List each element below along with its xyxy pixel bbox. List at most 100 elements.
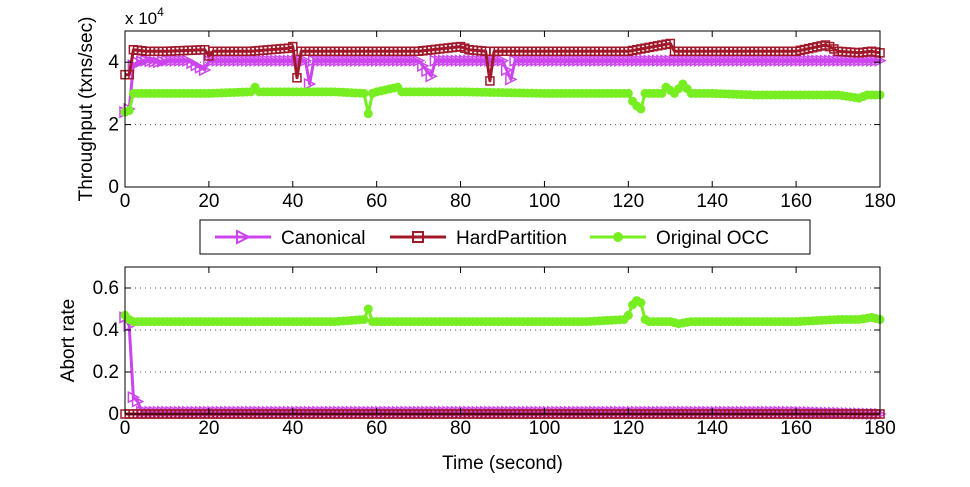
data-point	[412, 54, 426, 67]
data-point	[500, 63, 514, 77]
data-point	[589, 54, 602, 67]
data-point	[362, 54, 375, 67]
data-point	[144, 54, 157, 68]
data-point	[446, 54, 459, 67]
y-exponent-power: 4	[157, 5, 164, 19]
data-point	[811, 54, 824, 67]
data-point	[689, 54, 703, 67]
data-point	[404, 54, 417, 67]
data-point	[152, 55, 166, 69]
data-point	[349, 54, 363, 67]
data-point	[657, 88, 667, 98]
data-point	[643, 54, 656, 67]
data-point	[744, 54, 757, 67]
top-x-tick-label: 60	[366, 191, 387, 212]
data-point	[555, 54, 568, 67]
legend-item-hardpartition: HardPartition	[390, 228, 567, 249]
data-point	[664, 54, 677, 67]
data-point	[790, 54, 803, 67]
data-point	[563, 54, 577, 67]
data-point	[639, 54, 652, 67]
data-point	[731, 54, 745, 67]
data-point	[459, 54, 472, 67]
data-point	[513, 54, 526, 67]
top-x-tick-label: 0	[120, 191, 131, 212]
data-point	[765, 54, 778, 67]
data-point	[735, 54, 749, 67]
legend-marker	[412, 231, 424, 243]
data-point	[626, 54, 640, 67]
top-x-tick-label: 180	[864, 191, 896, 212]
data-point	[656, 54, 669, 67]
data-point	[316, 54, 329, 67]
data-point	[387, 54, 401, 67]
data-point	[647, 54, 661, 67]
data-point	[693, 54, 707, 67]
data-point	[484, 54, 497, 67]
top-y-tick-label: 0	[108, 177, 119, 198]
data-point	[408, 54, 422, 67]
data-point	[358, 54, 371, 67]
legend-marker	[613, 232, 623, 242]
bot-x-tick-label: 140	[696, 418, 728, 439]
data-point	[802, 54, 816, 67]
data-point	[593, 54, 606, 67]
throughput-gridlines	[125, 61, 880, 126]
bot-y-tick-label: 0.4	[93, 320, 120, 341]
data-point	[857, 54, 870, 67]
throughput-ticks: 0 20 40 60 80 100 120 140 160 180 0 2 4	[108, 31, 896, 212]
data-point	[383, 54, 396, 67]
data-point	[844, 54, 858, 67]
bot-x-tick-label: 120	[612, 418, 644, 439]
data-point	[740, 54, 753, 67]
data-point	[282, 54, 296, 67]
legend-box	[199, 219, 811, 255]
data-point	[224, 54, 237, 67]
data-point	[517, 54, 531, 67]
data-point	[417, 59, 430, 73]
data-point	[438, 54, 451, 67]
data-point	[249, 54, 262, 67]
data-point	[450, 54, 464, 67]
y-exponent-label: x 104	[125, 5, 164, 28]
bot-x-tick-label: 40	[282, 418, 303, 439]
throughput-y-axis-label: Throughput (txns/sec)	[76, 17, 97, 202]
time-x-axis-label: Time (second)	[442, 453, 563, 474]
data-point	[359, 315, 369, 324]
data-point	[359, 88, 369, 98]
data-point	[337, 54, 350, 67]
data-point	[849, 54, 862, 67]
data-point	[215, 54, 229, 67]
data-point	[341, 54, 354, 67]
data-point	[786, 54, 799, 67]
data-point	[660, 54, 673, 67]
data-point	[698, 54, 711, 67]
data-point	[668, 54, 682, 67]
data-point	[526, 54, 539, 67]
bot-x-tick-label: 20	[198, 418, 219, 439]
data-point	[425, 70, 438, 83]
abort-rate-plot-frame	[124, 266, 881, 415]
top-x-tick-label: 100	[529, 191, 561, 212]
abort-rate-gridlines	[125, 287, 880, 373]
data-point	[429, 54, 443, 67]
data-point	[303, 77, 317, 91]
abort-rate-y-axis-label: Abort rate	[58, 299, 79, 382]
data-point	[312, 54, 325, 67]
data-point	[819, 54, 833, 67]
abort-rate-ticks: 0 20 40 60 80 100 120 140 160 180 0 0.2 0.4 0.6	[93, 267, 896, 439]
bot-x-tick-label: 160	[780, 418, 812, 439]
data-point	[702, 54, 715, 67]
data-point	[291, 54, 304, 67]
data-point	[630, 54, 644, 67]
data-point	[769, 54, 782, 67]
data-point	[530, 54, 543, 67]
data-point	[198, 63, 212, 77]
data-point	[521, 54, 535, 67]
data-point	[140, 54, 153, 67]
data-point	[379, 54, 392, 67]
data-point	[551, 54, 564, 67]
data-point	[823, 54, 837, 67]
data-point	[636, 298, 646, 308]
data-point	[832, 54, 845, 67]
